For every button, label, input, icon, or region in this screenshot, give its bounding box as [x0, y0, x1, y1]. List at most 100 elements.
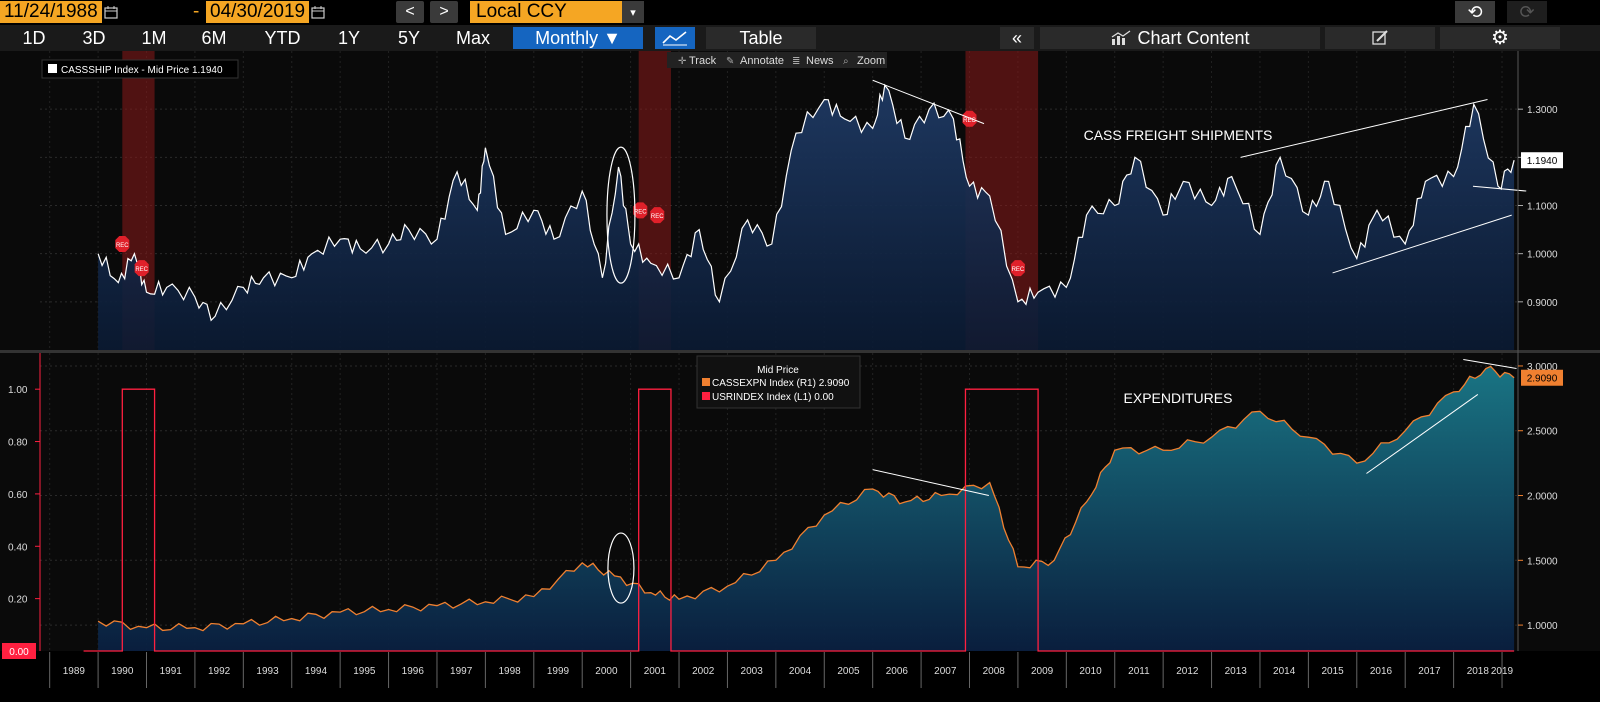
range-max[interactable]: Max	[455, 28, 490, 48]
x-tick-label: 2018	[1467, 666, 1490, 677]
trendline	[1463, 358, 1517, 370]
rec-marker	[633, 202, 648, 219]
range-1m[interactable]: 1M	[141, 28, 167, 48]
line-chart-icon	[662, 31, 687, 46]
calendar-icon[interactable]	[309, 3, 327, 21]
x-tick-label: 1998	[498, 666, 521, 677]
start-date-input[interactable]: 11/24/1988	[0, 1, 102, 23]
last-value-label: 2.9090	[1527, 374, 1558, 385]
news-tool[interactable]: ≣ News	[792, 55, 834, 67]
y-tick-label: 1.3000	[1527, 105, 1558, 116]
chart-content-label: Chart Content	[1137, 28, 1250, 48]
calendar-icon[interactable]	[102, 3, 120, 21]
shipments-area-fill	[98, 85, 1515, 350]
x-tick-label: 2013	[1225, 666, 1248, 677]
trendline	[1332, 214, 1512, 274]
undo-button[interactable]: ⟲	[1455, 1, 1495, 23]
x-tick-label: 2011	[1128, 666, 1150, 677]
shipments-annotation: CASS FREIGHT SHIPMENTS	[1084, 127, 1273, 143]
shipments-legend[interactable]: CASSSHIP Index - Mid Price 1.1940	[41, 59, 239, 79]
range-3d[interactable]: 3D	[82, 28, 106, 48]
legend-swatch	[702, 392, 710, 400]
trendlines	[606, 79, 1527, 604]
chevron-left-icon: <	[396, 1, 424, 23]
annotate-icon: ✎	[726, 56, 734, 67]
line-chart-button[interactable]	[655, 27, 695, 49]
rec-marker-label: REC	[651, 214, 664, 220]
x-tick-label: 1996	[402, 666, 425, 677]
end-date-input[interactable]: 04/30/2019	[206, 1, 310, 23]
axis-bg	[0, 652, 1600, 688]
pencil-icon	[1372, 30, 1388, 45]
date-separator: -	[193, 1, 200, 22]
periodicity-select[interactable]: Monthly ▼	[513, 27, 643, 49]
rec-marker-label: REC	[963, 118, 976, 124]
expenditures-legend[interactable]: Mid Price CASSEXPN Index (R1) 2.9090 USR…	[696, 355, 861, 409]
x-tick-label: 1999	[547, 666, 570, 677]
track-label: Track	[689, 55, 717, 67]
rec-marker	[115, 236, 130, 253]
annotate-tool[interactable]: ✎ Annotate	[726, 55, 784, 67]
next-button[interactable]: >	[430, 1, 458, 23]
highlight-circle	[606, 146, 636, 284]
start-date-group: 11/24/1988	[0, 1, 120, 23]
redo-icon: ⟳	[1507, 1, 1547, 23]
x-tick-label: 2003	[741, 666, 764, 677]
x-tick-label: 1997	[450, 666, 473, 677]
table-button[interactable]: Table	[706, 27, 816, 49]
trendline	[872, 469, 989, 497]
panel-divider	[0, 350, 1600, 353]
chart-tools: ✛ Track ✎ Annotate ≣ News ⌕ Zoom	[667, 52, 887, 68]
track-tool[interactable]: ✛ Track	[678, 55, 717, 67]
y-axis-ticks: 1.30001.20001.10001.00000.90001.19403.00…	[2, 105, 1563, 659]
collapse-button[interactable]: «	[1000, 27, 1034, 49]
y-tick-label: 1.5000	[1527, 556, 1558, 567]
x-tick-label: 2016	[1370, 666, 1393, 677]
range-ytd[interactable]: YTD	[264, 28, 301, 48]
end-date-group: 04/30/2019	[206, 1, 327, 23]
y-tick-label: 0.40	[8, 542, 28, 553]
y-tick-label: 1.0000	[1527, 621, 1558, 632]
settings-button[interactable]: ⚙	[1440, 27, 1560, 49]
zoom-tool[interactable]: ⌕ Zoom	[843, 55, 885, 67]
y-tick-label: 1.0000	[1527, 250, 1558, 261]
range-1d[interactable]: 1D	[22, 28, 46, 48]
y-tick-label: 0.60	[8, 490, 28, 501]
range-5y[interactable]: 5Y	[397, 28, 421, 48]
x-tick-label: 1989	[63, 666, 86, 677]
x-tick-label: 2017	[1418, 666, 1441, 677]
zero-value-badge	[2, 643, 36, 659]
currency-select[interactable]: Local CCY ▾	[470, 1, 644, 23]
prev-button[interactable]: <	[396, 1, 424, 23]
trendline	[1240, 99, 1488, 158]
expenditures-area-fill	[98, 366, 1515, 651]
zoom-label: Zoom	[857, 55, 885, 67]
rec-marker	[134, 260, 149, 277]
range-6m[interactable]: 6M	[201, 28, 227, 48]
chevron-right-icon: >	[430, 1, 458, 23]
shipments-legend-label: CASSSHIP Index - Mid Price 1.1940	[61, 65, 223, 76]
x-tick-label: 1995	[353, 666, 376, 677]
redo-button[interactable]: ⟳	[1507, 1, 1547, 23]
chart-content-button[interactable]: Chart Content	[1040, 27, 1320, 49]
y-tick-label: 0.9000	[1527, 298, 1558, 309]
zoom-icon: ⌕	[843, 56, 849, 67]
rec-marker-label: REC	[1012, 267, 1025, 273]
x-tick-label: 2007	[934, 666, 957, 677]
highlight-circle	[607, 532, 635, 604]
x-tick-label: 2009	[1031, 666, 1054, 677]
y-tick-label: 2.0000	[1527, 492, 1558, 503]
trendline	[1366, 394, 1479, 474]
y-tick-label: 0.20	[8, 595, 28, 606]
shipments-series: REC REC REC REC REC REC	[97, 83, 1515, 350]
edit-button[interactable]	[1325, 27, 1435, 49]
chevron-down-icon: ▾	[622, 1, 644, 23]
y-tick-label: 1.00	[8, 385, 28, 396]
trendline	[1472, 185, 1527, 192]
x-tick-label: 2012	[1176, 666, 1199, 677]
chart-area[interactable]: REC REC REC REC REC REC ✛ Track ✎ Annotate ≣ …	[0, 51, 1600, 702]
recession-index-series	[83, 388, 1515, 652]
rec-marker	[1010, 260, 1025, 277]
x-tick-label: 2015	[1321, 666, 1344, 677]
range-1y[interactable]: 1Y	[337, 28, 361, 48]
